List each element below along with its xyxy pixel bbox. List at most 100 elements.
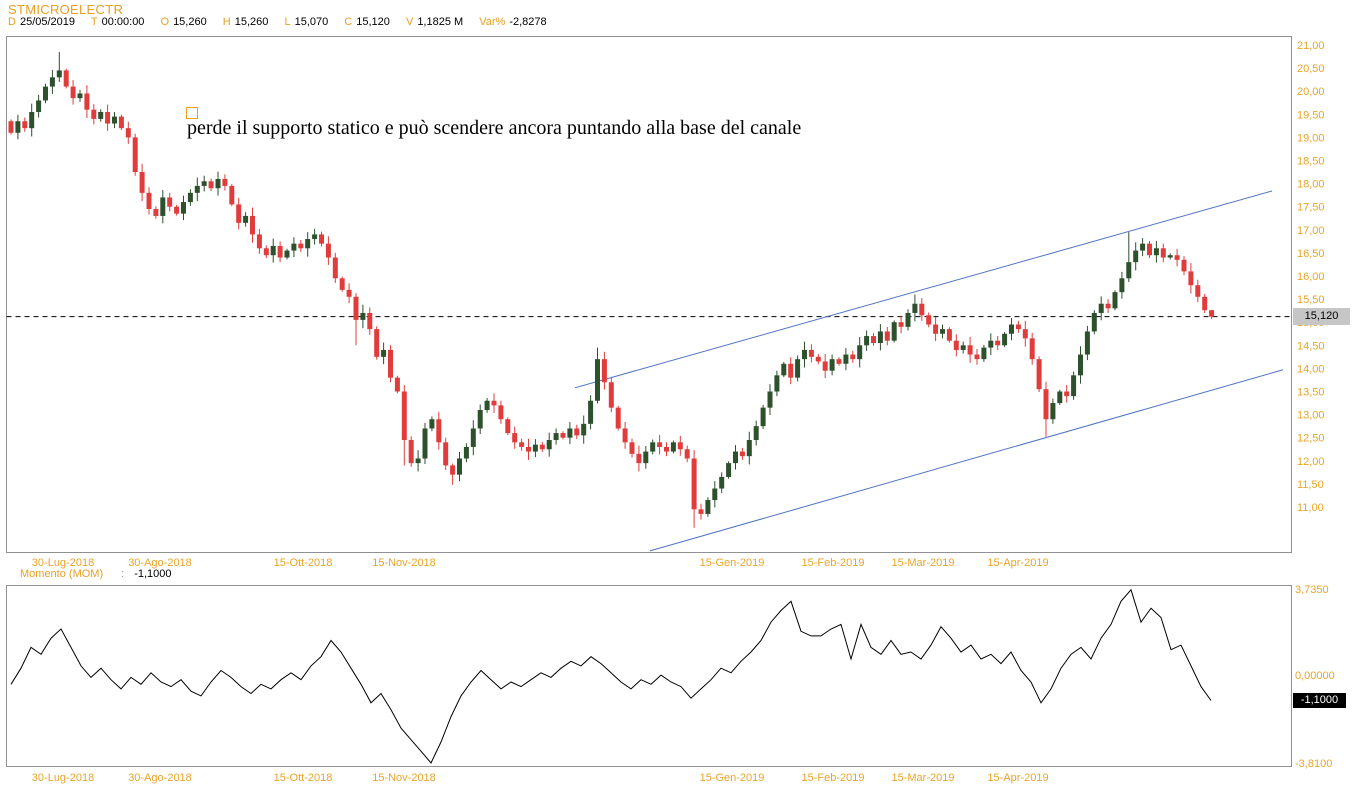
candle-body — [1147, 243, 1152, 256]
candle-body — [15, 121, 21, 133]
candle-body — [912, 303, 918, 313]
momentum-indicator-label: Momento (MOM) — [20, 568, 104, 580]
date-label: 30-Lug-2018 — [32, 772, 94, 784]
candle-body — [63, 70, 69, 87]
candle-body — [298, 243, 304, 249]
candle-body — [1195, 285, 1201, 297]
momentum-indicator-header: Momento (MOM): -1,1000 — [20, 568, 172, 580]
date-label: 15-Mar-2019 — [892, 772, 955, 784]
candle-body — [753, 426, 759, 441]
candle-body — [181, 202, 186, 214]
candle-body — [215, 178, 221, 189]
candle-body — [546, 440, 552, 450]
price-axis-label: 19,00 — [1297, 132, 1325, 144]
candle-body — [305, 239, 311, 249]
candle-body — [843, 354, 849, 364]
price-axis-label: 18,50 — [1297, 156, 1325, 168]
momentum-panel-border — [6, 585, 1292, 767]
candle-body — [726, 463, 732, 477]
candle-body — [691, 458, 697, 510]
candle-body — [767, 391, 773, 408]
date-label: 15-Feb-2019 — [802, 772, 865, 784]
candle-body — [243, 215, 249, 223]
candle-body — [781, 363, 787, 376]
momentum-axis-label: 3,7350 — [1295, 584, 1329, 596]
candle-body — [629, 442, 635, 454]
date-label: 15-Nov-2018 — [372, 772, 436, 784]
candle-body — [160, 197, 166, 216]
candle-body — [91, 109, 97, 119]
price-axis-label: 11,00 — [1297, 502, 1324, 514]
candle-body — [477, 409, 483, 429]
price-axis-label: 16,50 — [1297, 248, 1325, 260]
candle-body — [802, 349, 807, 360]
candle-body — [1112, 292, 1118, 309]
momentum-axis-label: -3,8100 — [1295, 758, 1332, 770]
candle-body — [1126, 262, 1132, 279]
candle-body — [208, 181, 214, 189]
candle-body — [174, 206, 180, 214]
candle-body — [829, 359, 835, 371]
candle-body — [581, 423, 587, 436]
info-close: C 15,120 — [344, 16, 390, 28]
candle-body — [774, 375, 780, 392]
candle-body — [250, 215, 255, 235]
candle-body — [1105, 303, 1111, 309]
candle-body — [270, 245, 276, 256]
candle-body — [877, 331, 883, 343]
candle-body — [857, 345, 863, 360]
candle-body — [222, 178, 228, 186]
price-axis-label: 15,50 — [1297, 294, 1325, 306]
annotation-anchor-square[interactable] — [186, 107, 198, 119]
candle-body — [539, 444, 545, 450]
date-label: 15-Mar-2019 — [892, 557, 955, 569]
channel-line-upper — [574, 190, 1273, 389]
price-axis-label: 11,50 — [1297, 479, 1324, 491]
candle-body — [187, 192, 193, 203]
candle-body — [822, 361, 828, 371]
annotation-text: perde il supporto statico e può scendere… — [187, 117, 802, 139]
candle-body — [491, 400, 497, 406]
candle-body — [450, 465, 456, 475]
candle-body — [401, 391, 407, 441]
price-axis-label: 21,00 — [1297, 40, 1325, 52]
candle-body — [650, 442, 656, 452]
candle-body — [933, 324, 939, 334]
candle-body — [1002, 333, 1008, 346]
candle-body — [394, 377, 400, 392]
candle-body — [884, 331, 890, 341]
candle-body — [905, 312, 911, 327]
candle-body — [256, 234, 262, 249]
candle-body — [339, 278, 345, 290]
candle-body — [1119, 278, 1125, 293]
candle-body — [898, 322, 904, 327]
candle-body — [1181, 259, 1187, 272]
candle-body — [919, 303, 925, 316]
info-high: H 15,260 — [222, 16, 269, 28]
candle-body — [22, 121, 28, 129]
candle-body — [567, 428, 573, 438]
candle-body — [1071, 375, 1077, 397]
candle-body — [153, 209, 159, 216]
candle-body — [84, 93, 90, 110]
candle-body — [560, 433, 566, 438]
candle-body — [891, 322, 897, 341]
price-axis-label: 16,00 — [1297, 271, 1325, 283]
symbol-title: STMICROELECTR — [8, 2, 124, 17]
candle-body — [139, 172, 145, 193]
candle-body — [8, 121, 14, 133]
candle-body — [795, 359, 801, 378]
candle-body — [981, 347, 987, 360]
candle-body — [553, 433, 559, 441]
candle-body — [836, 359, 842, 364]
candle-body — [622, 428, 628, 443]
price-axis-label: 19,50 — [1297, 109, 1325, 121]
candle-body — [325, 243, 331, 258]
price-axis-label: 12,50 — [1297, 433, 1325, 445]
momentum-line — [10, 588, 1212, 764]
candle-body — [864, 336, 870, 346]
candle-body — [995, 340, 1001, 346]
candle-body — [291, 243, 297, 251]
